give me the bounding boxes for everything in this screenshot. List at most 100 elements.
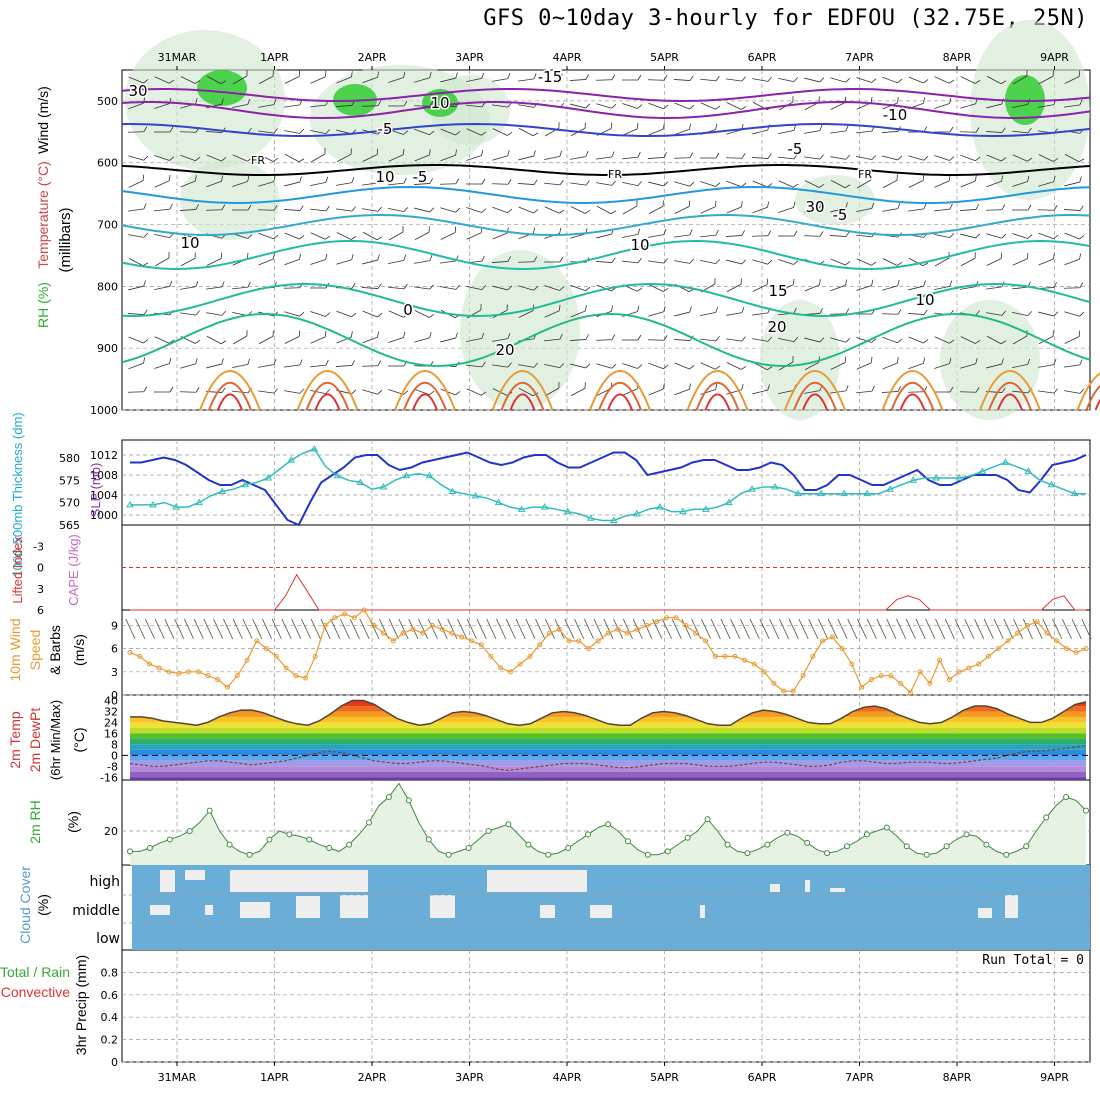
barb-flag bbox=[506, 131, 513, 136]
barb-flag bbox=[273, 99, 277, 105]
wind-marker bbox=[1015, 630, 1021, 636]
wind-barb bbox=[596, 151, 615, 160]
barb-flag bbox=[975, 358, 978, 364]
wind-barb bbox=[570, 206, 591, 214]
barb-flag bbox=[298, 330, 301, 337]
warm-contour bbox=[598, 381, 642, 411]
barb-shaft bbox=[284, 364, 300, 368]
rh-shade bbox=[940, 300, 1040, 420]
wind-barb bbox=[310, 253, 328, 265]
barb-shaft bbox=[518, 104, 534, 108]
barb-flag bbox=[740, 365, 747, 370]
barb-flag bbox=[481, 285, 487, 290]
barb-shaft bbox=[310, 181, 326, 187]
barb-shaft bbox=[856, 390, 872, 394]
barb-flag bbox=[221, 310, 227, 316]
sfc-barb-shaft bbox=[1013, 618, 1024, 640]
barb-shaft bbox=[180, 154, 196, 162]
barb-flag bbox=[897, 386, 901, 392]
rh-marker bbox=[724, 841, 731, 848]
barb-flag bbox=[741, 182, 747, 188]
barb-flag bbox=[143, 126, 148, 132]
barb-shaft bbox=[804, 337, 820, 343]
barb-flag bbox=[455, 391, 461, 396]
wind-barb bbox=[362, 71, 380, 84]
barb-flag bbox=[377, 254, 380, 261]
barb-shaft bbox=[804, 156, 820, 160]
wind-barb bbox=[726, 201, 743, 214]
sfc-barb-shaft bbox=[447, 618, 458, 640]
wind-barb bbox=[648, 362, 669, 370]
sfc-barb-shaft bbox=[1061, 618, 1072, 640]
wind-barb bbox=[310, 359, 329, 368]
temp-ytick: -16 bbox=[100, 771, 118, 784]
wind-barb bbox=[726, 102, 747, 110]
barb-flag bbox=[325, 205, 330, 212]
barb-shaft bbox=[1064, 364, 1080, 368]
wind-barb bbox=[856, 202, 875, 213]
barb-shaft bbox=[206, 154, 222, 162]
barb-shaft bbox=[284, 311, 300, 317]
barb-shaft bbox=[335, 105, 353, 107]
barb-flag bbox=[169, 386, 174, 393]
barb-shaft bbox=[804, 130, 820, 134]
barb-flag bbox=[195, 358, 198, 364]
wind-barb bbox=[882, 336, 903, 344]
wind-barb bbox=[674, 362, 695, 370]
wind-barb bbox=[310, 389, 331, 395]
thickness-marker bbox=[356, 478, 365, 485]
wind-barb bbox=[700, 383, 718, 395]
barb-flag bbox=[767, 384, 770, 391]
barb-shaft bbox=[414, 154, 430, 162]
warm-contour bbox=[979, 370, 1041, 411]
contour-label: 0 bbox=[403, 301, 413, 319]
thickness-marker bbox=[725, 498, 733, 506]
barb-shaft bbox=[881, 313, 899, 315]
sfc-barb-shaft bbox=[164, 618, 175, 640]
barb-shaft bbox=[1038, 364, 1054, 368]
wind-marker bbox=[205, 673, 211, 679]
barb-flag bbox=[689, 229, 693, 236]
barb-flag bbox=[897, 97, 899, 104]
sfc-barb bbox=[457, 618, 468, 640]
wind-barb bbox=[830, 279, 848, 292]
wind-barb bbox=[648, 284, 669, 292]
barb-flag bbox=[923, 126, 928, 132]
wind-marker bbox=[829, 634, 835, 640]
date-label-bottom: 5APR bbox=[650, 1071, 679, 1084]
wind-marker bbox=[907, 690, 913, 696]
barb-flag bbox=[689, 105, 695, 110]
barb-flag bbox=[923, 357, 926, 364]
wind-marker bbox=[595, 638, 601, 644]
sfc-barb-shaft bbox=[925, 618, 936, 640]
barb-shaft bbox=[388, 207, 404, 213]
barb-flag bbox=[195, 98, 198, 104]
wind-barb bbox=[492, 285, 513, 291]
precip-ytick: 0.4 bbox=[101, 1011, 119, 1024]
wind-barb bbox=[206, 75, 227, 85]
barb-flag bbox=[975, 156, 981, 162]
barb-shaft bbox=[388, 286, 404, 290]
barb-flag bbox=[481, 178, 486, 185]
sfc-barb-shaft bbox=[398, 618, 409, 640]
wind-marker bbox=[468, 638, 474, 644]
wind-barb bbox=[1037, 205, 1058, 211]
barb-flag bbox=[324, 148, 326, 155]
barb-shaft bbox=[882, 179, 898, 189]
barb-flag bbox=[819, 154, 824, 160]
barb-flag bbox=[403, 313, 409, 318]
wind-marker bbox=[186, 669, 192, 675]
warm-contour bbox=[695, 381, 740, 411]
wind-barb bbox=[232, 98, 251, 109]
barb-shaft bbox=[440, 128, 456, 136]
barb-flag bbox=[741, 230, 745, 236]
barb-flag bbox=[585, 286, 591, 292]
barb-shaft bbox=[960, 103, 976, 109]
barb-flag bbox=[377, 177, 381, 184]
sfc-barb bbox=[798, 618, 809, 640]
wind-barb bbox=[700, 259, 721, 265]
rh-marker bbox=[983, 841, 990, 848]
barb-shaft bbox=[544, 182, 560, 186]
wind-barb bbox=[232, 175, 250, 187]
barb-shaft bbox=[570, 156, 586, 160]
